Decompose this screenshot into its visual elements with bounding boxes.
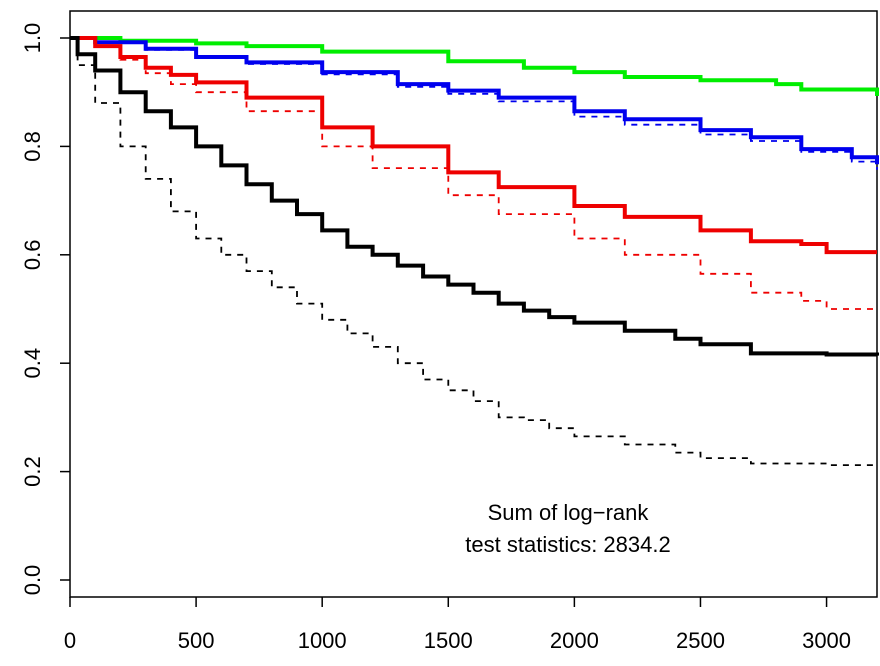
series-line-5 xyxy=(70,36,879,357)
series-line-6 xyxy=(70,37,878,467)
series-line-4 xyxy=(70,37,877,310)
series-line-2 xyxy=(70,37,878,170)
y-tick-label: 0.0 xyxy=(20,565,45,596)
x-tick-label: 2000 xyxy=(550,628,599,653)
y-tick-label: 0.8 xyxy=(20,131,45,162)
series-line-1 xyxy=(70,36,879,165)
x-tick-label: 3000 xyxy=(802,628,851,653)
annotation-line-2: test statistics: 2834.2 xyxy=(465,532,670,557)
y-tick-label: 1.0 xyxy=(20,23,45,54)
y-tick-label: 0.4 xyxy=(20,348,45,379)
series-line-0 xyxy=(70,36,879,96)
x-tick-label: 1500 xyxy=(424,628,473,653)
x-tick-label: 1000 xyxy=(298,628,347,653)
x-axis: 0 500 1000 1500 2000 2500 3000 xyxy=(64,597,851,653)
series-layer xyxy=(70,36,879,467)
x-tick-label: 0 xyxy=(64,628,76,653)
x-tick-label: 500 xyxy=(178,628,215,653)
annotation-line-1: Sum of log−rank xyxy=(488,500,650,525)
y-axis: 0.0 0.2 0.4 0.6 0.8 1.0 xyxy=(20,23,70,596)
x-tick-label: 2500 xyxy=(676,628,725,653)
plot-frame xyxy=(69,10,878,598)
series-line-3 xyxy=(70,36,877,255)
y-tick-label: 0.2 xyxy=(20,456,45,487)
y-tick-label: 0.6 xyxy=(20,240,45,271)
